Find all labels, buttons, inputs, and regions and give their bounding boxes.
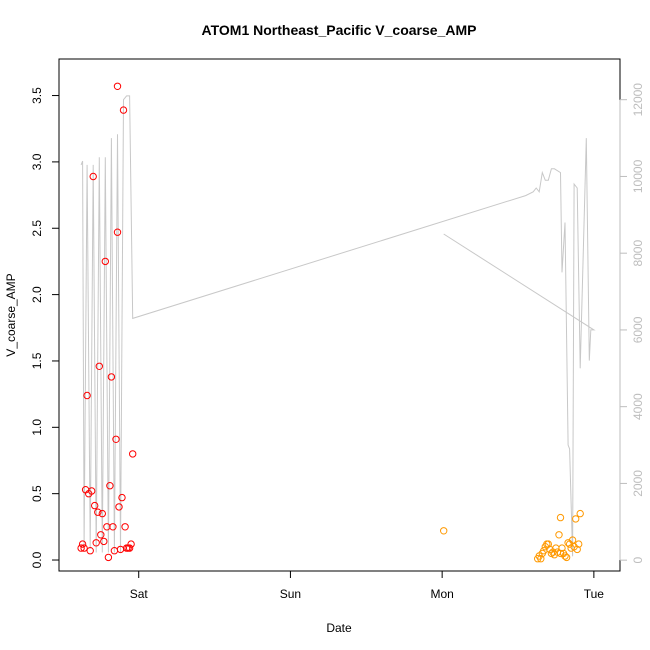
y-tick-label: 0.5 — [30, 485, 44, 502]
data-point — [80, 544, 88, 552]
y-axis: 0.0 0.5 1.0 1.5 2.0 2.5 3.0 3.5 — [30, 87, 60, 568]
data-point — [77, 544, 85, 552]
data-points — [77, 82, 584, 563]
data-point — [89, 172, 97, 181]
data-point — [440, 527, 448, 535]
data-point — [95, 362, 104, 370]
y-tick-label-right: 8000 — [631, 240, 645, 267]
x-tick-label: Mon — [430, 587, 453, 601]
y-tick-label-right: 4000 — [631, 393, 645, 420]
data-point — [118, 493, 126, 502]
data-point — [106, 482, 114, 490]
data-point — [113, 82, 122, 91]
x-tick-label: Tue — [584, 587, 605, 601]
data-point — [562, 553, 571, 562]
data-point — [556, 513, 565, 522]
y-tick-label: 0.0 — [30, 551, 44, 568]
data-point — [573, 545, 581, 554]
y-axis-label: V_coarse_AMP — [4, 273, 18, 356]
y-tick-label-right: 2000 — [631, 470, 645, 497]
y-tick-label: 1.5 — [30, 352, 44, 369]
series-line-0 — [80, 95, 596, 557]
x-axis: Sat Sun Mon Tue — [130, 570, 605, 601]
data-point — [568, 536, 577, 544]
data-point — [561, 552, 569, 560]
data-point — [575, 540, 583, 548]
data-point — [572, 515, 580, 523]
data-point — [115, 503, 123, 511]
y-axis-right: 0 2000 4000 6000 8000 10000 12000 — [619, 83, 645, 564]
data-point — [127, 540, 135, 548]
data-point — [98, 509, 107, 518]
data-point — [94, 508, 102, 516]
data-point — [92, 539, 100, 547]
data-point — [88, 487, 96, 495]
chart-title: ATOM1 Northeast_Pacific V_coarse_AMP — [202, 22, 477, 38]
data-point — [544, 540, 552, 548]
data-point — [107, 373, 116, 381]
y-tick-label-right: 10000 — [631, 159, 645, 193]
y-tick-label: 3.0 — [30, 153, 44, 170]
y-tick-label: 2.0 — [30, 286, 44, 303]
data-point — [86, 547, 94, 555]
data-point — [97, 531, 105, 539]
data-point — [100, 537, 108, 546]
data-point — [112, 435, 120, 443]
x-tick-label: Sun — [280, 587, 301, 601]
data-point — [119, 106, 128, 114]
y-tick-label-right: 6000 — [631, 316, 645, 343]
data-point — [104, 553, 113, 562]
y-tick-label: 1.0 — [30, 419, 44, 436]
y-tick-label-right: 12000 — [631, 83, 645, 117]
data-point — [576, 509, 584, 518]
right-axis-series-line — [80, 95, 596, 557]
x-axis-label: Date — [326, 621, 352, 635]
data-point — [129, 450, 137, 458]
y-tick-label: 3.5 — [30, 87, 44, 104]
data-point — [109, 523, 117, 531]
data-point — [83, 391, 91, 400]
data-point — [103, 523, 111, 531]
data-point — [101, 257, 110, 266]
data-point — [78, 540, 87, 548]
data-point — [125, 544, 134, 552]
data-point — [558, 544, 566, 552]
y-tick-label: 2.5 — [30, 220, 44, 237]
x-tick-label: Sat — [130, 587, 149, 601]
y-tick-label-right: 0 — [631, 557, 645, 564]
data-point — [537, 555, 545, 563]
data-point — [113, 228, 122, 236]
data-point — [555, 531, 563, 539]
data-point — [91, 501, 99, 510]
data-point — [121, 523, 129, 531]
